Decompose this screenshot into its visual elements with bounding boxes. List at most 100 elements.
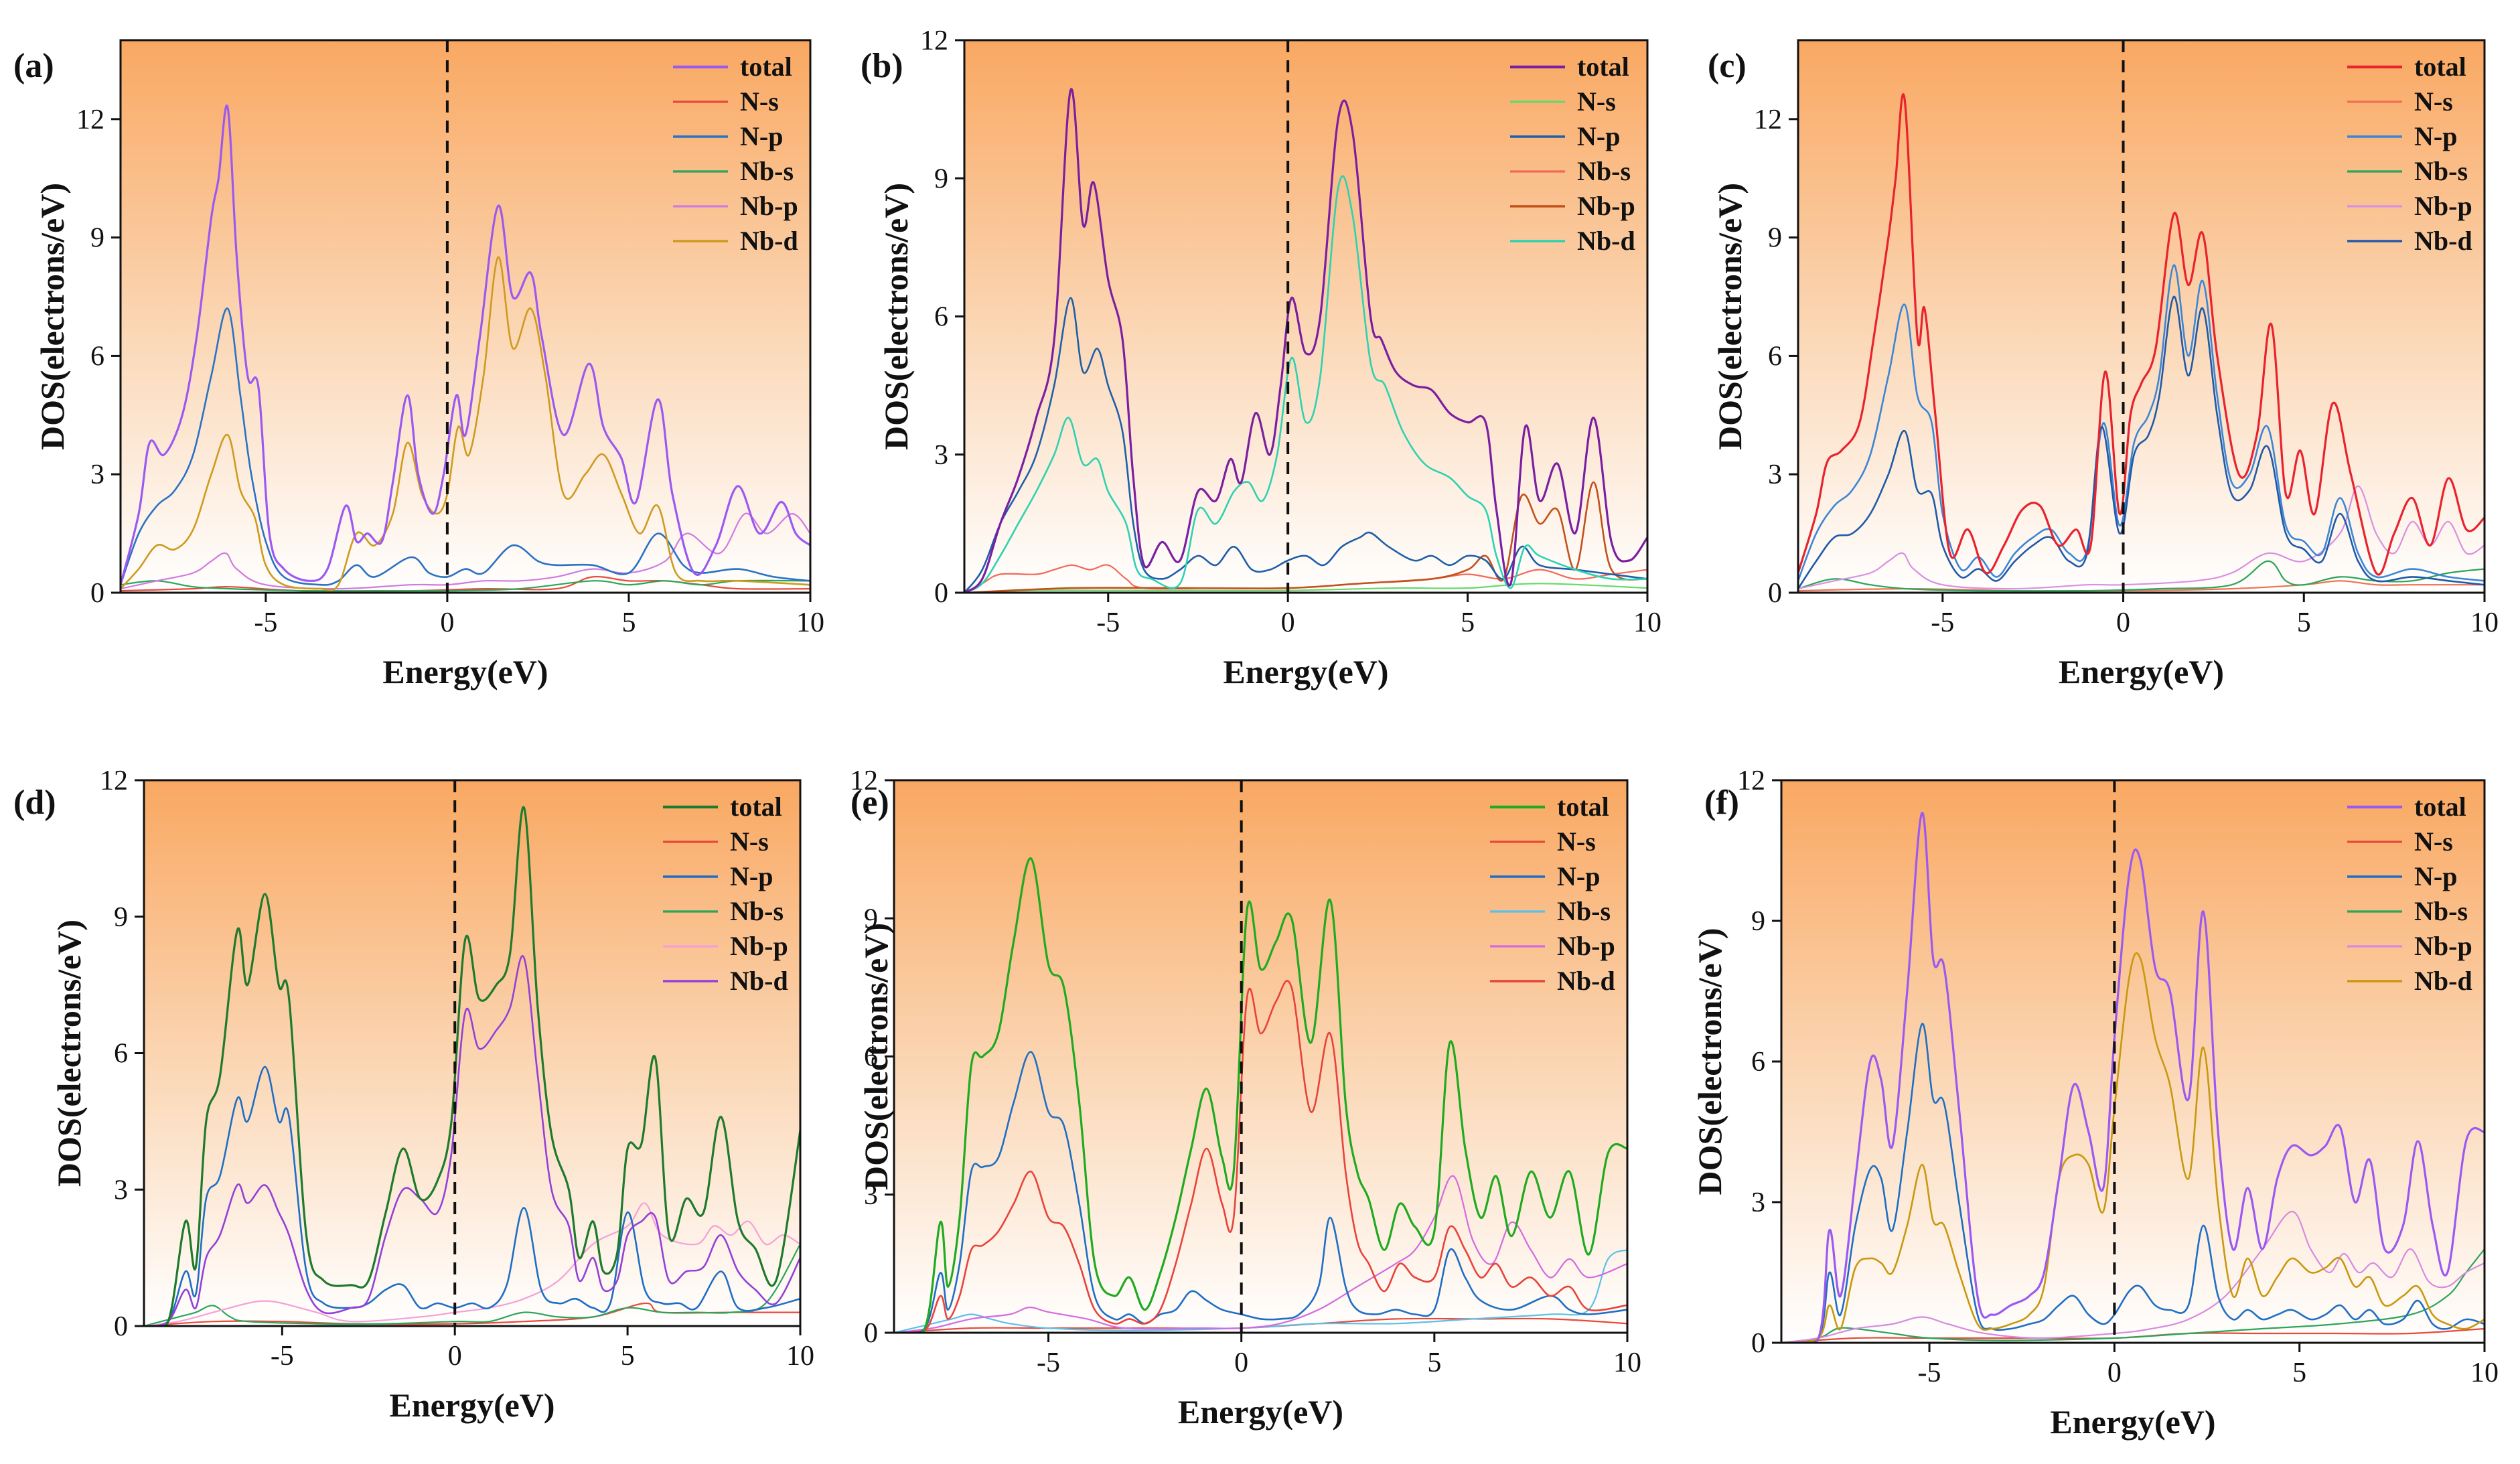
legend-entry-label: N-s xyxy=(730,826,769,857)
series-line-total xyxy=(144,806,800,1326)
legend-entry-label: Nb-s xyxy=(740,156,794,186)
series-line-total xyxy=(894,857,1627,1333)
y-tick-label: 6 xyxy=(1751,1047,1765,1078)
series-line-nb-d xyxy=(144,955,800,1326)
legend-entry-label: Nb-p xyxy=(730,931,788,961)
x-tick-label: -5 xyxy=(1918,1358,1941,1388)
legend-entry-label: N-p xyxy=(1577,121,1620,151)
legend-entry-label: total xyxy=(1557,792,1609,822)
legend-entry-label: Nb-d xyxy=(1577,226,1635,256)
y-tick-label: 12 xyxy=(1754,104,1782,135)
legend-entry-label: N-p xyxy=(2414,121,2457,151)
legend-entry-label: total xyxy=(730,792,782,822)
plot-frame xyxy=(1797,39,2486,594)
y-tick-label: 6 xyxy=(114,1039,128,1070)
x-tick-label: 10 xyxy=(786,1341,814,1372)
x-tick-label: 0 xyxy=(1234,1347,1248,1378)
legend-entry-label: Nb-p xyxy=(2414,931,2472,961)
series-group xyxy=(121,104,810,592)
legend-entry-label: Nb-d xyxy=(1557,966,1615,996)
series-line-n-p xyxy=(144,1066,800,1326)
series-line-total xyxy=(1798,93,2485,576)
legend-entry-label: Nb-d xyxy=(2414,226,2472,256)
legend: total N-s N-p Nb-s Nb-p Nb-d xyxy=(673,52,798,256)
dos-panel: -5 0 5 10 0 3 6 9 12 Energy(eV) DOS(electrons/eV) (… xyxy=(13,765,814,1424)
x-tick-label: 5 xyxy=(2297,607,2311,638)
y-tick-label: 9 xyxy=(90,223,104,254)
panel-label: (e) xyxy=(850,784,889,822)
legend: total N-s N-p Nb-s Nb-p Nb-d xyxy=(663,792,788,996)
x-tick-label: 10 xyxy=(2470,607,2499,638)
y-tick-label: 0 xyxy=(90,578,104,609)
legend: total N-s N-p Nb-s Nb-p Nb-d xyxy=(2347,792,2472,996)
panels-container: -5 0 5 10 0 3 6 9 12 Energy(eV) DOS(electrons/eV) (… xyxy=(13,25,2499,1441)
y-axis-title: DOS(electrons/eV) xyxy=(50,920,88,1187)
y-tick-label: 0 xyxy=(114,1311,128,1342)
series-line-nb-p xyxy=(1781,1210,2485,1343)
y-tick-label: 0 xyxy=(1751,1328,1765,1359)
legend-entry-label: Nb-p xyxy=(1557,931,1615,961)
y-tick-label: 6 xyxy=(934,302,948,333)
legend-entry-label: N-p xyxy=(730,861,773,891)
plot-background xyxy=(1781,780,2485,1343)
legend-entry-label: Nb-d xyxy=(740,226,798,256)
y-axis-title: DOS(electrons/eV) xyxy=(877,183,915,450)
y-tick-label: 3 xyxy=(1768,459,1782,490)
x-tick-label: 10 xyxy=(796,607,824,638)
plot-background xyxy=(1798,40,2485,593)
x-tick-label: 10 xyxy=(1633,607,1661,638)
legend-entry-label: N-p xyxy=(2414,861,2457,891)
x-axis-title: Energy(eV) xyxy=(1178,1393,1343,1431)
legend-entry-label: N-s xyxy=(2414,86,2453,117)
y-tick-label: 6 xyxy=(90,341,104,372)
y-tick-label: 0 xyxy=(934,578,948,609)
panel-label: (a) xyxy=(13,47,54,85)
legend-entry-label: total xyxy=(740,52,792,82)
y-tick-label: 9 xyxy=(864,903,878,934)
series-line-nb-d xyxy=(121,256,810,591)
series-line-nb-p xyxy=(121,512,810,590)
dos-panel: -5 0 5 10 0 3 6 9 12 Energy(eV) DOS(electrons/eV) (… xyxy=(13,39,824,690)
series-line-nb-d xyxy=(964,175,1647,593)
y-tick-label: 0 xyxy=(864,1318,878,1349)
series-line-nb-s xyxy=(144,1244,800,1326)
legend-entry-label: Nb-s xyxy=(730,896,784,926)
legend-entry-label: N-p xyxy=(740,121,783,151)
series-line-nb-d xyxy=(1798,295,2485,589)
y-tick-label: 12 xyxy=(1737,765,1765,796)
legend-entry-label: Nb-d xyxy=(730,966,788,996)
x-tick-label: 0 xyxy=(448,1341,462,1372)
x-tick-label: 10 xyxy=(1613,1347,1641,1378)
series-line-nb-p xyxy=(964,481,1647,593)
x-tick-label: 0 xyxy=(1281,607,1295,638)
legend: total N-s N-p Nb-s Nb-p Nb-d xyxy=(1490,792,1615,996)
y-tick-label: 9 xyxy=(1751,906,1765,937)
y-tick-label: 6 xyxy=(1768,341,1782,372)
y-tick-label: 9 xyxy=(114,902,128,933)
legend-entry-label: N-s xyxy=(740,86,779,117)
legend-entry-label: Nb-s xyxy=(1557,896,1611,926)
x-tick-label: -5 xyxy=(1096,607,1120,638)
y-tick-label: 0 xyxy=(1768,578,1782,609)
x-tick-label: 5 xyxy=(621,1341,635,1372)
x-tick-label: 0 xyxy=(2116,607,2130,638)
x-axis-title: Energy(eV) xyxy=(2050,1403,2215,1441)
panel-label: (f) xyxy=(1704,784,1739,822)
y-tick-label: 3 xyxy=(114,1175,128,1205)
series-group xyxy=(1781,812,2485,1343)
plot-background xyxy=(964,40,1647,593)
legend: total N-s N-p Nb-s Nb-p Nb-d xyxy=(1510,52,1635,256)
panel-label: (b) xyxy=(861,47,903,85)
legend-entry-label: Nb-s xyxy=(1577,156,1631,186)
series-group xyxy=(964,88,1647,593)
legend-entry-label: N-s xyxy=(2414,826,2453,857)
legend: total N-s N-p Nb-s Nb-p Nb-d xyxy=(2347,52,2472,256)
y-tick-label: 3 xyxy=(90,459,104,490)
x-tick-label: -5 xyxy=(1931,607,1954,638)
panel-label: (c) xyxy=(1708,47,1747,85)
x-axis-title: Energy(eV) xyxy=(389,1386,554,1424)
dos-panel: -5 0 5 10 0 3 6 9 12 Energy(eV) DOS(electrons/eV) (… xyxy=(861,25,1661,690)
x-tick-label: 0 xyxy=(440,607,454,638)
y-tick-label: 12 xyxy=(920,25,948,56)
